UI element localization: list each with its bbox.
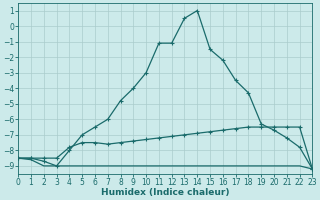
X-axis label: Humidex (Indice chaleur): Humidex (Indice chaleur) xyxy=(101,188,229,197)
